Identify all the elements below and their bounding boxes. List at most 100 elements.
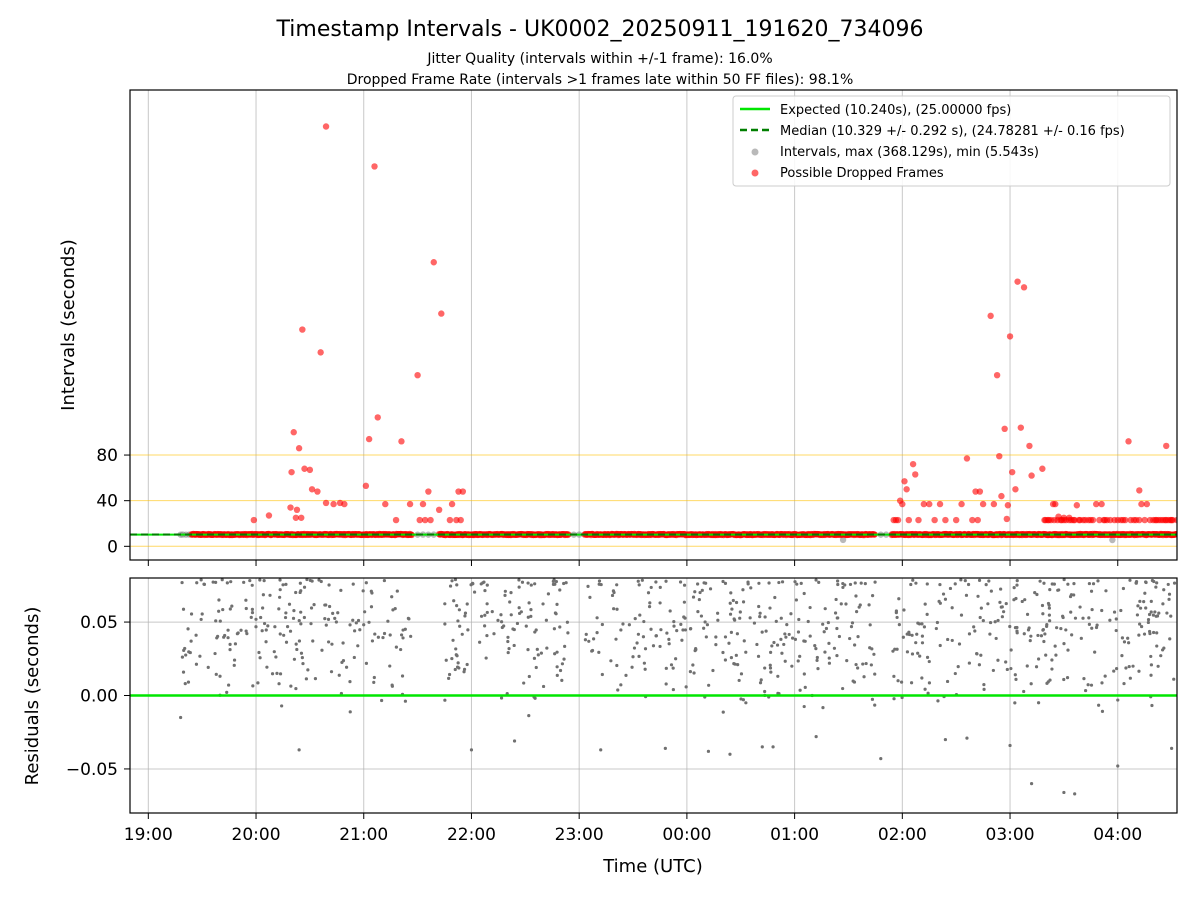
residual-point (769, 650, 773, 654)
residual-point (635, 641, 639, 645)
residual-point (614, 637, 618, 641)
residual-point (455, 604, 459, 608)
residual-point (768, 606, 772, 610)
dropped-frame-point (414, 371, 421, 379)
residual-point (910, 633, 914, 637)
residual-point (369, 589, 373, 593)
residual-point (780, 651, 784, 655)
residual-point (821, 622, 825, 626)
residual-point (245, 632, 249, 636)
residual-point (649, 585, 653, 590)
residual-point (545, 646, 549, 650)
dropped-frame-point (974, 516, 981, 524)
residual-point (868, 623, 872, 627)
residual-point (946, 637, 950, 642)
residual-point (967, 632, 972, 636)
residual-point (758, 614, 762, 619)
residual-point (643, 667, 647, 671)
dropped-frame-point (894, 516, 902, 524)
residual-point (716, 611, 720, 615)
residual-point (536, 653, 540, 657)
residual-point (294, 642, 298, 646)
residual-point (1116, 764, 1120, 768)
residual-point (1012, 586, 1016, 590)
residual-point (641, 635, 646, 639)
interval-point (1109, 536, 1116, 544)
residual-point (583, 638, 588, 642)
residual-point (741, 600, 746, 604)
residual-point (400, 674, 405, 678)
residual-point (1043, 632, 1047, 636)
residual-point (959, 578, 963, 582)
dropped-frame-point (382, 500, 389, 508)
dropped-frame-point (1141, 516, 1148, 524)
residual-point (406, 616, 410, 620)
residual-point (200, 612, 204, 616)
residual-point (1155, 631, 1159, 635)
residual-point (870, 594, 875, 598)
residual-point (244, 606, 248, 611)
residual-point (1153, 610, 1157, 614)
residual-point (923, 602, 927, 606)
dropped-frame-point (1001, 425, 1008, 433)
residual-point (199, 578, 203, 582)
residual-point (1155, 644, 1159, 648)
residual-point (519, 610, 523, 614)
residual-point (784, 635, 788, 639)
residual-point (873, 672, 877, 676)
residual-point (326, 640, 331, 644)
residual-point (1056, 588, 1060, 592)
residual-point (456, 619, 460, 623)
dropped-frame-point (899, 500, 906, 508)
residual-point (699, 614, 704, 618)
intervals-axes-frame (129, 89, 1178, 561)
residual-point (731, 598, 735, 603)
residual-point (693, 590, 697, 594)
residual-point (643, 647, 648, 651)
residual-point (729, 655, 734, 660)
residual-point (451, 638, 455, 642)
residual-point (356, 618, 361, 623)
residual-point (558, 625, 562, 629)
residual-point (999, 605, 1003, 609)
residual-point (499, 613, 503, 617)
residual-point (814, 578, 818, 582)
residual-point (862, 675, 866, 679)
dropped-frame-point (1185, 517, 1191, 523)
residual-point (897, 597, 901, 601)
residual-point (1005, 667, 1009, 672)
residual-point (923, 687, 927, 691)
residual-point (555, 650, 559, 654)
residual-point (817, 580, 821, 585)
residual-point (823, 650, 827, 654)
residual-point (273, 625, 277, 629)
residual-point (1136, 604, 1140, 608)
residual-point (748, 616, 752, 620)
dropped-frame-point (416, 516, 423, 524)
residual-point (1157, 611, 1161, 615)
residual-point (900, 695, 904, 700)
residual-point (841, 585, 845, 590)
residual-point (529, 614, 533, 618)
residual-point (1035, 592, 1039, 597)
residual-point (354, 621, 358, 625)
residual-point (806, 619, 810, 624)
residual-point (278, 672, 283, 676)
residual-point (250, 611, 255, 615)
residual-point (299, 651, 304, 655)
residual-point (941, 592, 946, 596)
residual-point (198, 654, 202, 658)
residual-point (217, 598, 221, 602)
dropped-frame-point (976, 488, 984, 495)
residual-point (1084, 688, 1088, 693)
residual-point (714, 635, 718, 639)
residual-point (278, 588, 282, 592)
residual-point (1137, 669, 1141, 673)
dropped-frame-point (1136, 487, 1143, 494)
residual-point (535, 647, 539, 651)
residual-point (867, 603, 871, 607)
dropped-frame-point (341, 500, 348, 508)
residual-point (987, 579, 991, 583)
residual-point (700, 588, 704, 592)
residual-point (735, 632, 739, 636)
